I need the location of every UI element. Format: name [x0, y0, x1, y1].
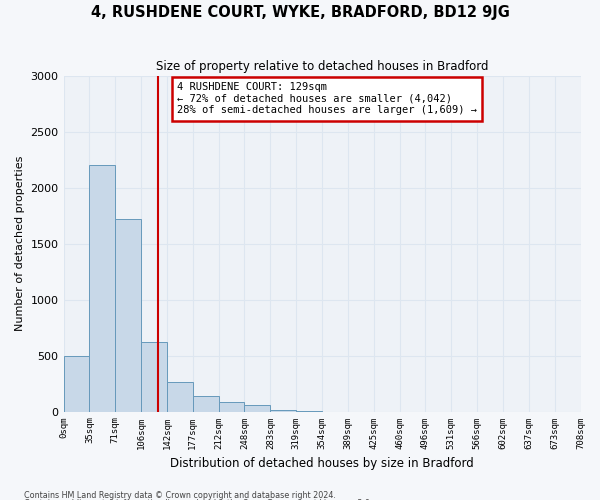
- Bar: [218, 402, 244, 411]
- Bar: [141, 342, 167, 411]
- Bar: [115, 219, 141, 412]
- Bar: [271, 410, 296, 412]
- Bar: [296, 411, 322, 412]
- X-axis label: Distribution of detached houses by size in Bradford: Distribution of detached houses by size …: [170, 457, 474, 470]
- Bar: [193, 396, 218, 411]
- Bar: [244, 406, 271, 411]
- Text: 4 RUSHDENE COURT: 129sqm
← 72% of detached houses are smaller (4,042)
28% of sem: 4 RUSHDENE COURT: 129sqm ← 72% of detach…: [177, 82, 477, 116]
- Title: Size of property relative to detached houses in Bradford: Size of property relative to detached ho…: [156, 60, 488, 73]
- Text: Contains HM Land Registry data © Crown copyright and database right 2024.: Contains HM Land Registry data © Crown c…: [24, 490, 336, 500]
- Text: 4, RUSHDENE COURT, WYKE, BRADFORD, BD12 9JG: 4, RUSHDENE COURT, WYKE, BRADFORD, BD12 …: [91, 5, 509, 20]
- Bar: [89, 165, 115, 412]
- Bar: [167, 382, 193, 412]
- Y-axis label: Number of detached properties: Number of detached properties: [15, 156, 25, 331]
- Bar: [64, 356, 89, 412]
